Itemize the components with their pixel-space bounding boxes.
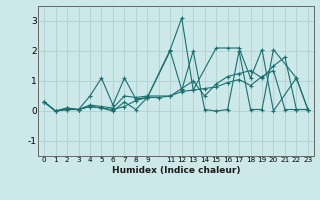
X-axis label: Humidex (Indice chaleur): Humidex (Indice chaleur) <box>112 166 240 175</box>
